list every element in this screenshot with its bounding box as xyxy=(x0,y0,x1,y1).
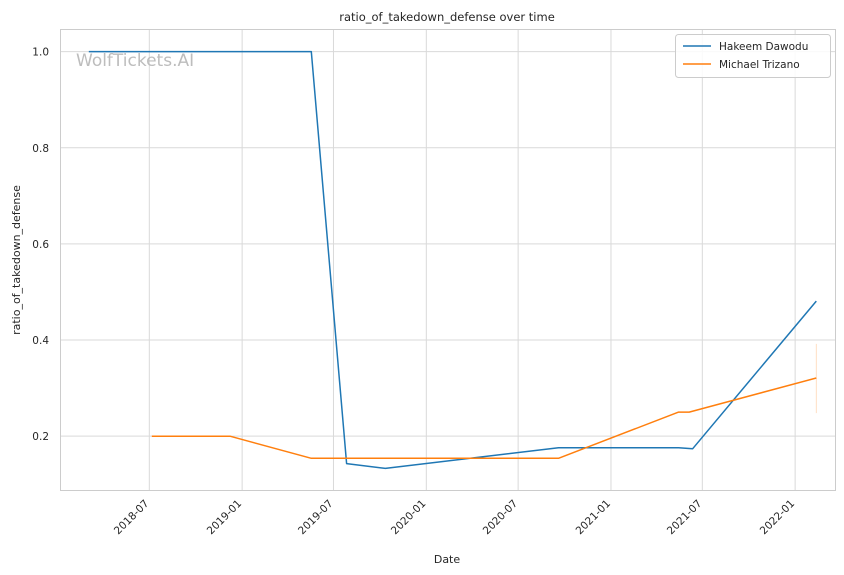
axis-ticks: 2018-07 2019-01 2019-07 2020-01 2020-07 2021-… xyxy=(32,47,797,538)
watermark-text: WolfTickets.AI xyxy=(76,51,194,71)
x-tick-label: 2019-07 xyxy=(296,498,336,538)
x-tick-label: 2019-01 xyxy=(205,498,245,538)
y-axis-label: ratio_of_takedown_defense xyxy=(10,185,23,335)
plot-frame xyxy=(60,29,836,491)
y-tick-label: 0.6 xyxy=(32,239,49,251)
series-line-hakeem-dawodu xyxy=(88,50,817,470)
y-tick-label: 1.0 xyxy=(32,47,49,59)
x-tick-label: 2020-07 xyxy=(481,498,521,538)
chart-title: ratio_of_takedown_defense over time xyxy=(339,10,555,24)
x-axis-label: Date xyxy=(434,553,461,566)
y-tick-label: 0.2 xyxy=(32,431,49,443)
x-tick-label: 2021-01 xyxy=(574,498,614,538)
legend-box xyxy=(675,34,831,78)
legend-label-hakeem-dawodu: Hakeem Dawodu xyxy=(719,41,808,53)
x-tick-label: 2021-07 xyxy=(665,498,705,538)
x-tick-label: 2020-01 xyxy=(389,498,429,538)
legend: Hakeem Dawodu Michael Trizano xyxy=(675,34,831,78)
series-line-michael-trizano xyxy=(151,377,817,460)
y-tick-label: 0.4 xyxy=(32,335,49,347)
x-tick-label: 2022-01 xyxy=(758,498,798,538)
x-tick-label: 2018-07 xyxy=(112,498,152,538)
grid-lines xyxy=(61,30,835,490)
series-lines xyxy=(88,50,817,470)
y-tick-label: 0.8 xyxy=(32,143,49,155)
legend-label-michael-trizano: Michael Trizano xyxy=(719,59,800,71)
